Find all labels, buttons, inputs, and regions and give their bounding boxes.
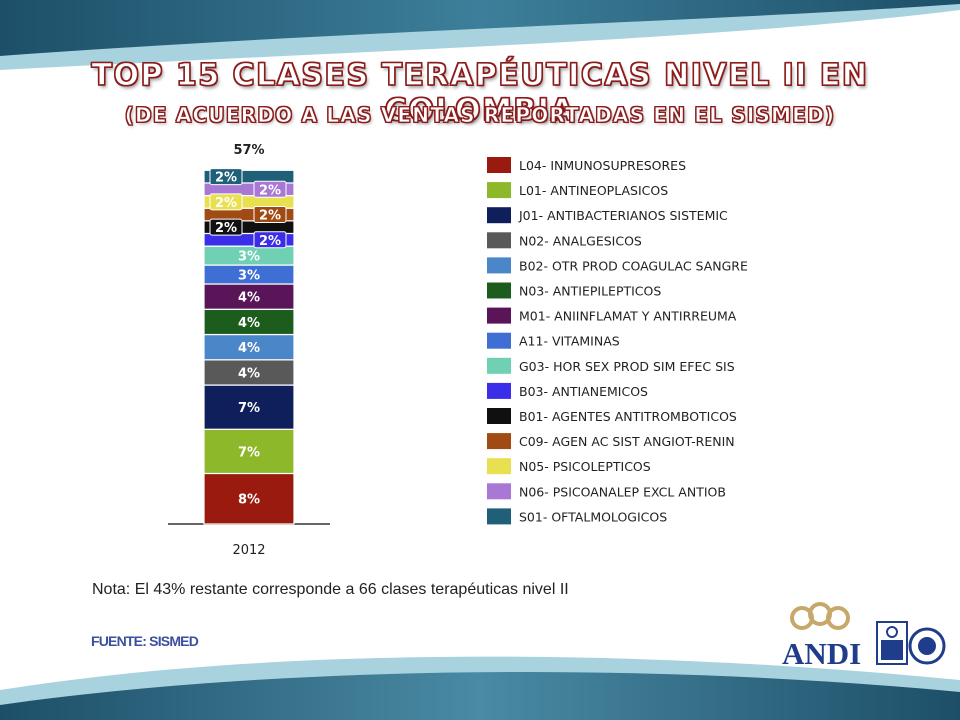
legend-label-8: A11- VITAMINAS bbox=[519, 334, 620, 349]
data-label-11-bg bbox=[209, 218, 243, 236]
data-label-4: 4% bbox=[238, 366, 260, 381]
legend-swatch-9 bbox=[487, 357, 511, 374]
legend-label-6: N03- ANTIEPILEPTICOS bbox=[519, 284, 661, 299]
logo-text: ANDI bbox=[782, 636, 861, 670]
data-label-10: 2% bbox=[259, 234, 281, 249]
legend-label-15: S01- OFTALMOLOGICOS bbox=[519, 509, 667, 524]
data-label-5: 4% bbox=[238, 341, 260, 356]
bar-segment-3 bbox=[203, 384, 295, 430]
page-title: TOP 15 CLASES TERAPÉUTICAS NIVEL II EN C… bbox=[91, 57, 869, 128]
data-label-11: 2% bbox=[215, 221, 237, 236]
data-label-3: 7% bbox=[238, 401, 260, 416]
legend-swatch-8 bbox=[487, 332, 511, 349]
data-label-6: 4% bbox=[238, 316, 260, 331]
andi-logo: ANDI bbox=[782, 602, 946, 670]
legend-label-5: B02- OTR PROD COAGULAC SANGRE bbox=[519, 258, 748, 273]
legend-label-1: L04- INMUNOSUPRESORES bbox=[519, 158, 686, 173]
legend-swatch-11 bbox=[487, 408, 511, 424]
legend-swatch-10 bbox=[487, 382, 511, 399]
x-tick-label: 2012 bbox=[232, 543, 265, 558]
data-label-7: 4% bbox=[238, 291, 260, 306]
page-subtitle: (DE ACUERDO A LAS VENTAS REPORTADAS EN E… bbox=[124, 103, 836, 128]
bar-segment-2 bbox=[203, 428, 295, 475]
bar-segment-6 bbox=[203, 308, 295, 336]
legend-swatch-12 bbox=[487, 433, 511, 450]
legend-label-3: J01- ANTIBACTERIANOS SISTEMIC bbox=[518, 208, 728, 223]
legend-label-12: C09- AGEN AC SIST ANGIOT-RENIN bbox=[519, 434, 735, 449]
legend-swatch-2 bbox=[487, 182, 511, 199]
footnote: Nota: El 43% restante corresponde a 66 c… bbox=[92, 581, 569, 598]
data-label-8: 3% bbox=[238, 269, 260, 284]
data-label-15: 2% bbox=[215, 171, 237, 186]
legend-swatch-1 bbox=[487, 157, 511, 173]
top-band-dark bbox=[0, 0, 960, 56]
legend-label-13: N05- PSICOLEPTICOS bbox=[519, 459, 651, 474]
data-label-14: 2% bbox=[259, 183, 281, 198]
legend-label-10: B03- ANTIANEMICOS bbox=[519, 384, 648, 399]
legend-swatch-15 bbox=[487, 508, 511, 525]
iqnet-seal-icon bbox=[908, 627, 946, 665]
data-label-12-bg bbox=[253, 206, 287, 224]
legend-label-2: L01- ANTINEOPLASICOS bbox=[519, 183, 668, 198]
data-label-13: 2% bbox=[215, 196, 237, 211]
data-label-13-bg bbox=[209, 193, 243, 211]
legend-swatch-5 bbox=[487, 257, 511, 274]
legend-swatch-7 bbox=[487, 307, 511, 324]
data-label-15-bg bbox=[209, 168, 243, 186]
bottom-band-dark bbox=[0, 672, 960, 720]
total-label: 57% bbox=[233, 143, 264, 158]
legend-swatch-4 bbox=[487, 232, 511, 249]
data-label-9: 3% bbox=[238, 250, 260, 265]
legend-swatch-3 bbox=[487, 207, 511, 224]
source-label: FUENTE: SISMED bbox=[91, 633, 199, 649]
data-label-2: 7% bbox=[238, 445, 260, 460]
legend-label-11: B01- AGENTES ANTITROMBOTICOS bbox=[519, 409, 737, 424]
data-label-10-bg bbox=[253, 231, 287, 249]
legend-label-9: G03- HOR SEX PROD SIM EFEC SIS bbox=[519, 359, 735, 374]
legend-swatch-13 bbox=[487, 458, 511, 475]
bar-segment-7 bbox=[203, 283, 295, 310]
legend-swatch-14 bbox=[487, 483, 511, 500]
data-label-12: 2% bbox=[259, 209, 281, 224]
data-label-1: 8% bbox=[238, 493, 260, 508]
stacked-bar-chart: 8%7%7%4%4%4%4%3%3%2%2%2%2%2%2%57%2012L04… bbox=[168, 143, 748, 558]
legend-label-7: M01- ANIINFLAMAT Y ANTIRREUMA bbox=[519, 309, 737, 324]
logo-rings-icon bbox=[790, 602, 850, 630]
legend-label-4: N02- ANALGESICOS bbox=[519, 233, 642, 248]
certification-badge-icon bbox=[876, 621, 908, 665]
bar-segment-5 bbox=[203, 333, 295, 361]
legend-label-14: N06- PSICOANALEP EXCL ANTIOB bbox=[519, 484, 726, 499]
data-label-14-bg bbox=[253, 180, 287, 198]
legend-swatch-6 bbox=[487, 282, 511, 299]
